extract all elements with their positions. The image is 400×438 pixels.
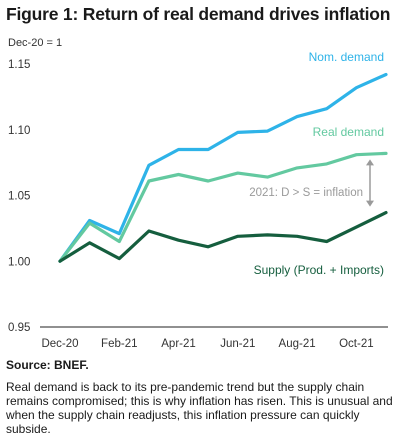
figure-title: Figure 1: Return of real demand drives i…	[6, 4, 391, 24]
caption-text: Real demand is back to its pre-pandemic …	[6, 380, 393, 436]
series-label-0: Nom. demand	[309, 50, 384, 64]
annotation-arrow-head-up	[366, 159, 374, 166]
y-tick-label: 1.00	[8, 256, 30, 268]
x-tick-label: Feb-21	[101, 338, 137, 350]
series-label-2: Supply (Prod. + Imports)	[254, 263, 384, 277]
series-label-1: Real demand	[313, 125, 384, 139]
source-note: Source: BNEF.	[6, 358, 89, 372]
x-tick-label: Dec-20	[41, 338, 78, 350]
y-tick-label: 0.95	[8, 322, 30, 334]
x-tick-label: Apr-21	[161, 338, 196, 350]
series-line-1	[58, 151, 388, 263]
y-tick-label: 1.15	[8, 59, 30, 71]
x-tick-label: Oct-21	[339, 338, 374, 350]
y-tick-label: 1.10	[8, 125, 30, 137]
line-chart: Dec-20 = 1 0.95 1.00 1.05 1.10 1.15 Dec-20 Feb-…	[8, 37, 388, 350]
y-tick-label: 1.05	[8, 191, 30, 203]
y-axis-label: Dec-20 = 1	[8, 37, 62, 49]
x-tick-label: Aug-21	[279, 338, 316, 350]
x-tick-label: Jun-21	[220, 338, 255, 350]
series-line-0	[58, 72, 388, 263]
annotation-arrow-head-down	[366, 200, 374, 207]
annotation-label: 2021: D > S = inflation	[249, 187, 363, 199]
series-line-2	[58, 211, 388, 263]
